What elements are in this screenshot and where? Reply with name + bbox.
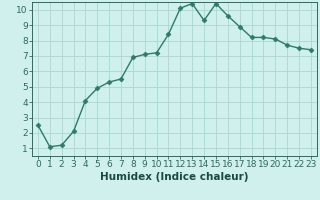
X-axis label: Humidex (Indice chaleur): Humidex (Indice chaleur): [100, 172, 249, 182]
